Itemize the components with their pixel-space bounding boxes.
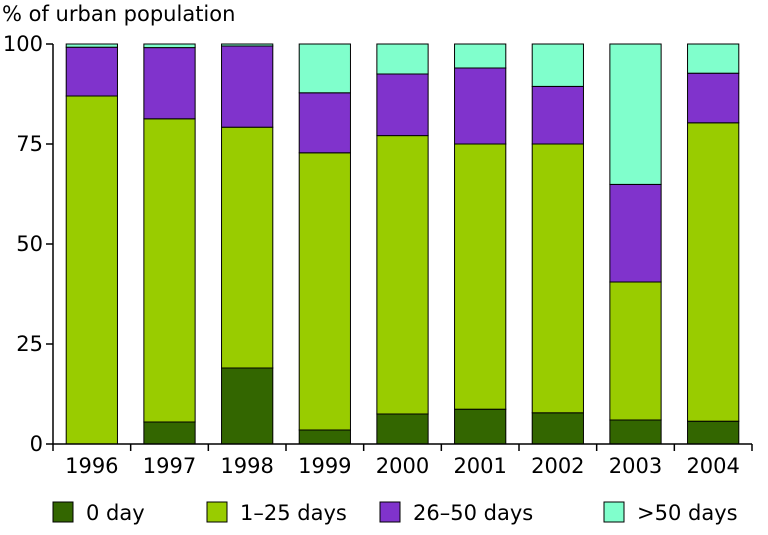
y-tick-label: 0 (30, 432, 43, 456)
legend-swatch-1 (206, 501, 228, 523)
bar-1997-series-1 (143, 118, 196, 423)
bar-1999-series-2 (298, 92, 351, 154)
bar-2000-series-2 (376, 73, 429, 137)
x-tick-label: 2000 (376, 454, 429, 478)
bar-1998-series-2 (221, 45, 274, 128)
bar-1998-series-1 (221, 126, 274, 369)
bar-2004-series-2 (687, 72, 740, 124)
legend-label-3: >50 days (637, 501, 738, 525)
bar-1997-series-2 (143, 47, 196, 120)
bar-1997-series-3 (143, 43, 196, 49)
legend-swatch-0 (52, 501, 74, 523)
y-tick-label: 75 (16, 132, 43, 156)
y-axis-title: % of urban population (2, 2, 235, 26)
bar-2004-series-0 (687, 420, 740, 445)
bar-1996-series-1 (65, 95, 118, 445)
x-ticks-group: 1996 1997 1998 1999 2000 2001 2002 2003 2004 (52, 444, 753, 478)
x-tick-label: 1997 (143, 454, 196, 478)
bar-2004-series-3 (687, 43, 740, 74)
bar-1996-series-3 (65, 43, 118, 48)
bar-2001-series-0 (454, 408, 507, 445)
bar-2002-series-0 (531, 412, 584, 445)
bars-group (65, 43, 740, 445)
legend-swatch-3 (603, 501, 625, 523)
bar-2003-series-2 (609, 183, 662, 283)
bar-2003-series-0 (609, 419, 662, 445)
bar-1999-series-1 (298, 152, 351, 431)
x-tick-label: 2003 (609, 454, 662, 478)
bar-2002-series-3 (531, 43, 584, 87)
y-tick-label: 50 (16, 232, 43, 256)
bar-1999-series-0 (298, 429, 351, 445)
y-ticks-group: 0 25 50 75 100 (3, 32, 53, 456)
legend-swatch-2 (379, 501, 401, 523)
y-tick-label: 25 (16, 332, 43, 356)
bar-2000-series-3 (376, 43, 429, 75)
x-tick-label: 2004 (686, 454, 739, 478)
bar-2004-series-1 (687, 122, 740, 422)
x-tick-label: 2002 (531, 454, 584, 478)
bar-1998-series-3 (221, 43, 274, 47)
legend-label-1: 1–25 days (240, 501, 347, 525)
bar-1999-series-3 (298, 43, 351, 94)
bar-1998-series-0 (221, 367, 274, 445)
y-tick-label: 100 (3, 32, 43, 56)
bar-2003-series-1 (609, 281, 662, 421)
x-tick-label: 1996 (65, 454, 118, 478)
bar-2002-series-2 (531, 85, 584, 145)
bar-2003-series-3 (609, 43, 662, 185)
legend-label-0: 0 day (86, 501, 145, 525)
x-tick-label: 1998 (220, 454, 273, 478)
bar-1996-series-2 (65, 46, 118, 97)
bar-2001-series-1 (454, 143, 507, 410)
x-tick-label: 1999 (298, 454, 351, 478)
bar-2002-series-1 (531, 143, 584, 414)
bar-2000-series-0 (376, 413, 429, 445)
legend: 0 day 1–25 days 26–50 days >50 days (52, 501, 738, 525)
legend-label-2: 26–50 days (413, 501, 533, 525)
bar-2001-series-3 (454, 43, 507, 69)
bar-2000-series-1 (376, 135, 429, 415)
bar-2001-series-2 (454, 67, 507, 145)
x-tick-label: 2001 (453, 454, 506, 478)
bar-1997-series-0 (143, 421, 196, 445)
